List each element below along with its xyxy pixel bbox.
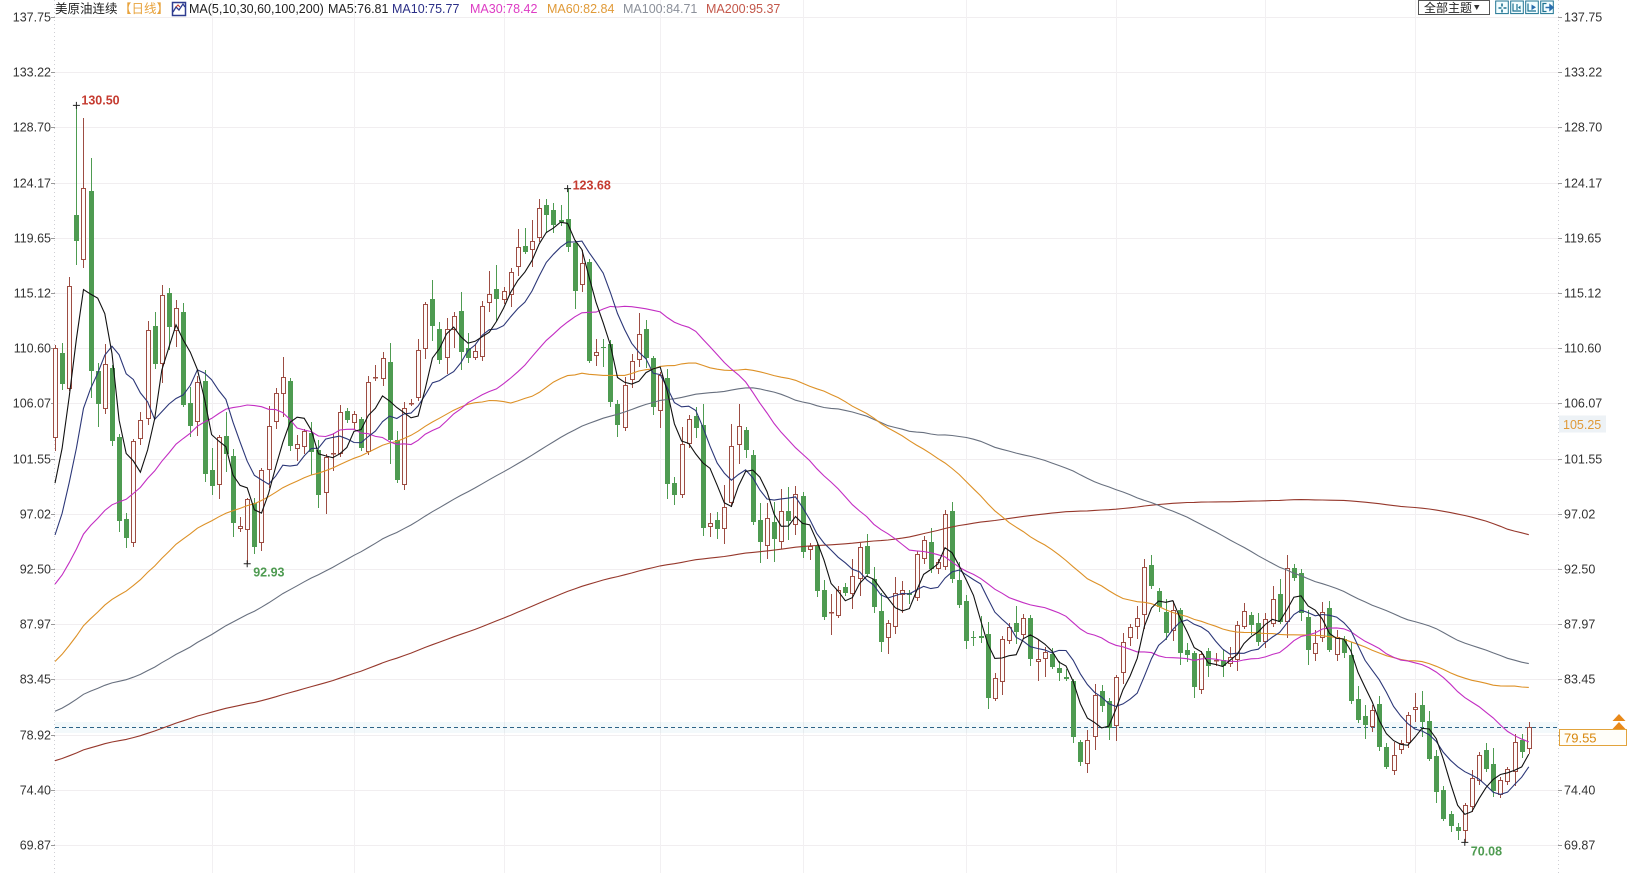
svg-text:106.07: 106.07 bbox=[13, 397, 51, 411]
svg-text:74.40: 74.40 bbox=[20, 784, 51, 798]
svg-text:83.45: 83.45 bbox=[20, 673, 51, 687]
svg-text:92.50: 92.50 bbox=[20, 563, 51, 577]
svg-text:92.93: 92.93 bbox=[253, 566, 284, 580]
svg-text:92.50: 92.50 bbox=[1564, 563, 1595, 577]
svg-text:128.70: 128.70 bbox=[1564, 121, 1602, 135]
svg-text:83.45: 83.45 bbox=[1564, 673, 1595, 687]
svg-text:69.87: 69.87 bbox=[20, 839, 51, 853]
svg-text:110.60: 110.60 bbox=[1564, 342, 1601, 356]
svg-text:115.12: 115.12 bbox=[14, 287, 51, 301]
svg-text:78.92: 78.92 bbox=[20, 729, 51, 743]
svg-text:70.08: 70.08 bbox=[1471, 844, 1502, 858]
svg-text:105.25: 105.25 bbox=[1563, 418, 1601, 432]
svg-text:119.65: 119.65 bbox=[14, 232, 51, 246]
svg-text:MA200:95.37: MA200:95.37 bbox=[706, 2, 780, 16]
svg-text:MA(5,10,30,60,100,200): MA(5,10,30,60,100,200) bbox=[189, 2, 324, 16]
svg-text:74.40: 74.40 bbox=[1564, 784, 1595, 798]
svg-text:【日线】: 【日线】 bbox=[119, 2, 169, 16]
svg-text:MA10:75.77: MA10:75.77 bbox=[392, 2, 459, 16]
svg-text:MA30:78.42: MA30:78.42 bbox=[470, 2, 537, 16]
svg-text:美原油连续: 美原油连续 bbox=[55, 1, 118, 16]
svg-text:97.02: 97.02 bbox=[20, 508, 51, 522]
svg-text:69.87: 69.87 bbox=[1564, 839, 1595, 853]
svg-text:101.55: 101.55 bbox=[1564, 453, 1602, 467]
svg-text:123.68: 123.68 bbox=[573, 179, 611, 193]
svg-text:133.22: 133.22 bbox=[1564, 66, 1602, 80]
svg-text:137.75: 137.75 bbox=[13, 11, 51, 25]
svg-text:106.07: 106.07 bbox=[1564, 397, 1602, 411]
svg-text:MA100:84.71: MA100:84.71 bbox=[623, 2, 697, 16]
svg-text:79.55: 79.55 bbox=[1564, 731, 1597, 746]
svg-text:124.17: 124.17 bbox=[1564, 177, 1602, 191]
svg-text:全部主题: 全部主题 bbox=[1424, 0, 1472, 15]
svg-text:101.55: 101.55 bbox=[13, 453, 51, 467]
svg-text:130.50: 130.50 bbox=[81, 93, 119, 107]
svg-text:MA5:76.81: MA5:76.81 bbox=[328, 2, 389, 16]
svg-text:128.70: 128.70 bbox=[13, 121, 51, 135]
svg-text:124.17: 124.17 bbox=[13, 177, 51, 191]
svg-text:110.60: 110.60 bbox=[14, 342, 51, 356]
svg-text:133.22: 133.22 bbox=[13, 66, 51, 80]
svg-text:97.02: 97.02 bbox=[1564, 508, 1595, 522]
svg-text:87.97: 87.97 bbox=[1564, 618, 1595, 632]
svg-text:MA60:82.84: MA60:82.84 bbox=[547, 2, 614, 16]
svg-text:115.12: 115.12 bbox=[1564, 287, 1601, 301]
svg-text:137.75: 137.75 bbox=[1564, 11, 1602, 25]
svg-text:87.97: 87.97 bbox=[20, 618, 51, 632]
svg-text:119.65: 119.65 bbox=[1564, 232, 1601, 246]
